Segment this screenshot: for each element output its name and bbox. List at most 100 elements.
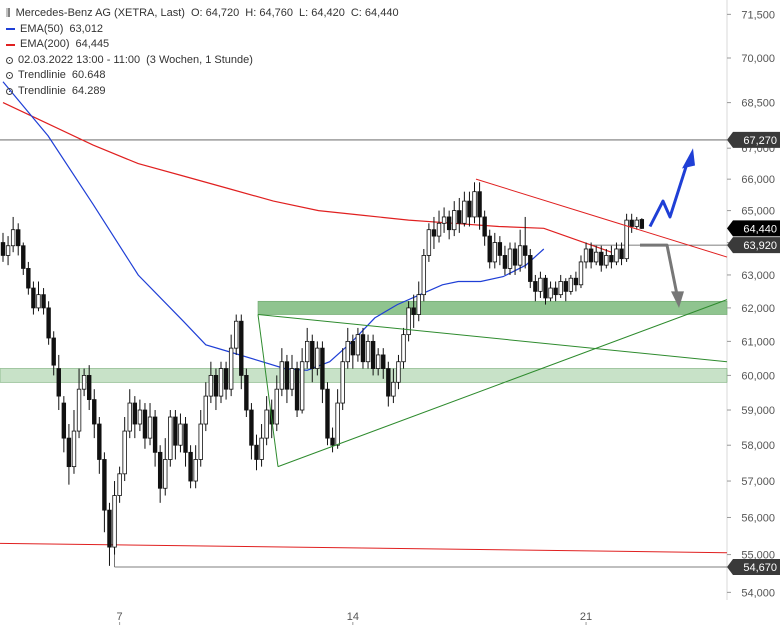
candle (122, 417, 127, 482)
candle (421, 248, 427, 302)
ohlc-close: C: 64,440 (350, 7, 399, 19)
y-tick-label: 66,000 (741, 174, 775, 186)
candle (218, 361, 224, 404)
rising-trendline (277, 299, 728, 468)
time-axis[interactable]: 7 14 21 (117, 611, 593, 625)
candle-body (46, 307, 51, 339)
candle-body (528, 255, 533, 282)
legend-label: EMA(200) (20, 38, 70, 50)
candle (502, 245, 508, 275)
visibility-dot-icon[interactable] (6, 72, 13, 80)
y-tick-label: 62,000 (741, 303, 775, 315)
candle-body (558, 281, 563, 296)
candle-body (436, 222, 442, 237)
candle (335, 389, 340, 449)
candle (426, 223, 432, 262)
candle-body (284, 361, 290, 390)
candle (147, 403, 153, 446)
ema-lines (2, 81, 612, 371)
candle (234, 314, 239, 355)
candle-body (599, 251, 604, 266)
candle-body (21, 245, 26, 269)
candle-body (97, 423, 102, 460)
legend-ema50[interactable]: EMA(50) 63,012 (6, 22, 399, 38)
candle-body (431, 229, 437, 237)
candle (375, 348, 381, 376)
candle-body (497, 242, 503, 256)
candle-body (523, 245, 528, 256)
candle-body (5, 245, 11, 256)
candle-body (31, 287, 36, 309)
legend-range[interactable]: 02.03.2022 13:00 - 11:00 (3 Wochen, 1 St… (6, 53, 399, 69)
candle (178, 413, 183, 453)
candle (0, 232, 6, 262)
candle (431, 216, 437, 249)
candle-body (249, 409, 254, 446)
candle-body (370, 340, 376, 369)
candle-body (193, 459, 198, 482)
candle (163, 438, 168, 496)
candle (538, 271, 543, 298)
candle-body (188, 451, 193, 482)
y-tick-label: 54,000 (741, 587, 775, 599)
candle (386, 361, 391, 407)
candle-body (578, 261, 584, 286)
candle (639, 218, 645, 230)
candle (472, 182, 477, 224)
candle (51, 331, 56, 376)
candle (92, 389, 97, 439)
candle (71, 410, 77, 474)
ohlc-high: H: 64,760 (245, 7, 293, 19)
candle-body (56, 368, 61, 397)
legend-label: Trendlinie (18, 69, 66, 81)
candle-body (10, 229, 16, 247)
candle (5, 236, 11, 266)
bullish-arrowhead (682, 148, 695, 169)
candle (46, 301, 51, 345)
y-tick-label: 60,000 (741, 370, 775, 382)
candle-body (452, 210, 457, 231)
candle-body (548, 287, 553, 299)
candle-body (142, 409, 148, 439)
candle-body (61, 402, 67, 439)
candle-body (609, 255, 614, 263)
candle (543, 274, 548, 305)
candle-body (416, 294, 421, 315)
candle (279, 348, 285, 397)
candle-body (517, 245, 523, 266)
y-tick-label: 63,000 (741, 270, 775, 282)
candle-body (127, 402, 132, 432)
candle-body (244, 375, 249, 411)
price-axis[interactable]: 71,50070,00068,50067,00066,00065,00064,0… (727, 9, 775, 599)
y-tick-label: 61,000 (741, 336, 775, 348)
candle-body (634, 219, 639, 227)
candle (553, 281, 558, 302)
candle-body (173, 416, 178, 446)
candle-body (593, 251, 599, 263)
legend-ema200[interactable]: EMA(200) 64,445 (6, 37, 399, 53)
candle (365, 334, 371, 369)
candle (401, 327, 406, 369)
candle-body (137, 409, 143, 425)
legend-trendline-2[interactable]: Trendlinie 64.289 (6, 84, 399, 100)
visibility-dot-icon[interactable] (6, 87, 13, 95)
candle-body (441, 216, 447, 224)
candle-body (492, 242, 497, 263)
visibility-dot-icon[interactable] (6, 56, 13, 64)
candle-body (340, 361, 345, 404)
candle-body (345, 340, 350, 363)
candle (345, 327, 350, 369)
candle (16, 223, 21, 256)
candle (264, 396, 269, 446)
price-label: 63,920 (727, 237, 780, 254)
bearish-arrow (640, 243, 680, 300)
legend-trendline-1[interactable]: Trendlinie 60.648 (6, 68, 399, 84)
candle-body (350, 340, 356, 356)
candle (228, 334, 234, 397)
y-tick-label: 56,000 (741, 512, 775, 524)
candle (213, 368, 219, 411)
candle (325, 382, 330, 446)
candle (482, 210, 487, 246)
ema200-swatch (6, 43, 15, 46)
ema200-line (2, 102, 612, 253)
